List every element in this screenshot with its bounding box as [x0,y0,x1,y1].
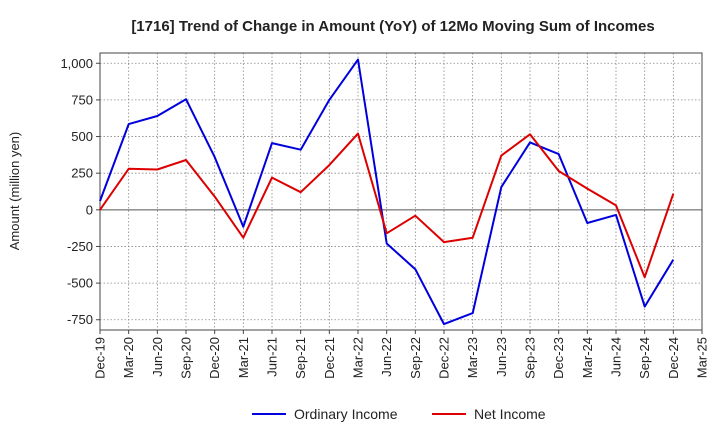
x-tick-label: Jun-20 [150,337,165,377]
x-tick-label: Sep-24 [637,337,652,379]
y-ticks: 1,000 750 500 250 0 -250 -500 -750 [60,56,100,327]
y-tick-label: -250 [67,239,93,254]
x-tick-label: Jun-21 [265,337,280,377]
legend-label: Net Income [474,406,546,422]
y-tick-label: 1,000 [60,56,93,71]
x-tick-label: Jun-23 [494,337,509,377]
legend: Ordinary Income Net Income [252,406,546,422]
y-tick-label: 0 [86,202,93,217]
x-tick-label: Sep-20 [179,337,194,379]
grid [100,53,702,330]
y-tick-label: 750 [71,92,93,107]
x-tick-label: Mar-22 [351,337,366,378]
x-tick-label: Dec-20 [207,337,222,379]
legend-label: Ordinary Income [294,406,398,422]
x-tick-label: Dec-22 [437,337,452,379]
x-tick-label: Dec-19 [93,337,108,379]
x-tick-label: Sep-23 [523,337,538,379]
x-tick-label: Mar-25 [695,337,710,378]
series-line-ordinary-income [99,58,675,326]
y-tick-label: 500 [71,129,93,144]
y-tick-label: -750 [67,312,93,327]
plot-frame [99,52,703,331]
series-line-net-income [99,132,675,279]
x-tick-label: Mar-20 [121,337,136,378]
y-tick-label: 250 [71,166,93,181]
y-tick-label: -500 [67,276,93,291]
x-ticks: Dec-19 Mar-20 Jun-20 Sep-20 Dec-20 Mar-21 Jun-… [93,330,710,379]
x-tick-label: Mar-21 [236,337,251,378]
x-tick-label: Dec-24 [666,337,681,379]
x-tick-label: Dec-21 [322,337,337,379]
x-tick-label: Jun-22 [379,337,394,377]
x-tick-label: Mar-24 [580,337,595,378]
series-lines [99,58,675,326]
y-axis-label: Amount (million yen) [7,132,22,251]
x-tick-label: Dec-23 [551,337,566,379]
chart-title: [1716] Trend of Change in Amount (YoY) o… [131,18,654,35]
x-tick-label: Mar-23 [465,337,480,378]
x-tick-label: Jun-24 [609,337,624,377]
x-tick-label: Sep-21 [293,337,308,379]
x-tick-label: Sep-22 [408,337,423,379]
